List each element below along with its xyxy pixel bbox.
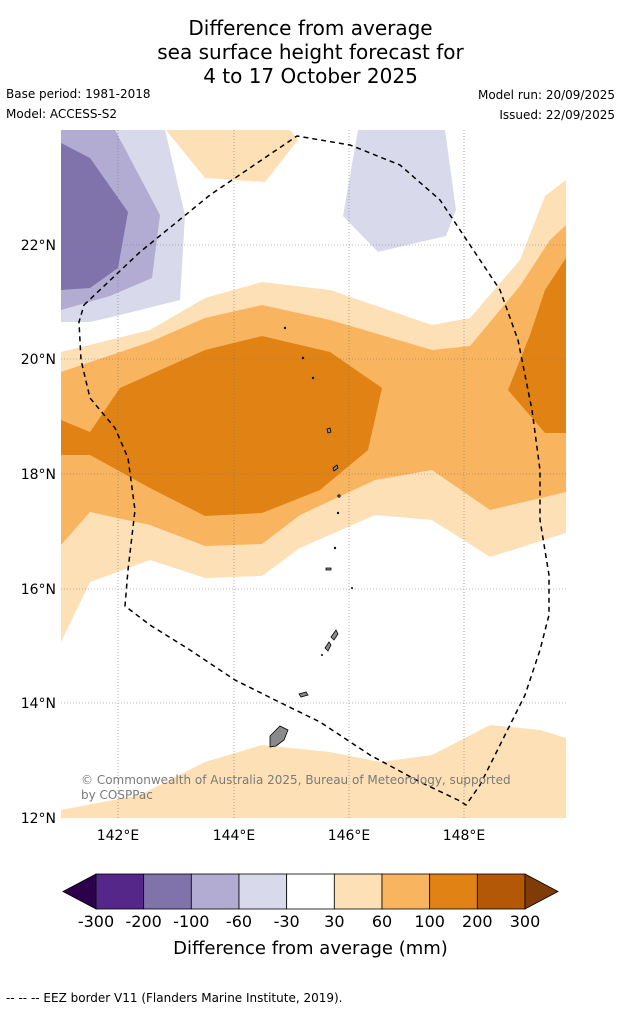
- lon-label-146e: 146°E: [328, 828, 371, 844]
- issued-date: Issued: 22/09/2025: [499, 108, 615, 122]
- island-saipan: [330, 629, 339, 641]
- copyright-line-1: © Commonwealth of Australia 2025, Bureau…: [81, 773, 511, 787]
- island-rota: [298, 691, 309, 698]
- colorbar-tick-label: -60: [226, 912, 252, 931]
- island-guam: [269, 725, 289, 748]
- model-run: Model run: 20/09/2025: [477, 88, 615, 102]
- island-farallon: [283, 326, 287, 330]
- island-sarigan: [333, 546, 337, 550]
- colorbar-segment: [476, 873, 526, 910]
- eez-border: [78, 135, 550, 807]
- colorbar-segment: [333, 873, 383, 910]
- contour-pos100-band: [61, 336, 382, 516]
- colorbar-segment: [190, 873, 240, 910]
- colorbar-tick-label: 300: [510, 912, 541, 931]
- title-line-2: sea surface height forecast for: [157, 40, 464, 64]
- island-guguan: [336, 511, 340, 515]
- island-tinian: [324, 641, 332, 652]
- colorbar-extend-high: [524, 873, 559, 910]
- copyright-notice: © Commonwealth of Australia 2025, Bureau…: [81, 773, 511, 802]
- lat-label-16n: 16°N: [21, 582, 56, 598]
- lat-label-18n: 18°N: [21, 467, 56, 483]
- colorbar-segment: [286, 873, 335, 910]
- lon-label-142e: 142°E: [97, 828, 140, 844]
- island-agrihan: [326, 427, 332, 434]
- colorbar-tick-label: 100: [414, 912, 445, 931]
- contour-pos100-east: [508, 258, 566, 433]
- model-name: Model: ACCESS-S2: [6, 107, 118, 121]
- colorbar-segment: [143, 873, 192, 910]
- island-aguijan: [320, 654, 323, 657]
- lon-label-144e: 144°E: [213, 828, 256, 844]
- contour-neg100: [61, 143, 128, 290]
- colorbar-tick-label: 200: [462, 912, 493, 931]
- colorbar-tick-label: 30: [324, 912, 344, 931]
- island-maug: [301, 356, 305, 360]
- contour-pos30-top: [166, 130, 298, 182]
- lat-label-12n: 12°N: [21, 811, 56, 827]
- colorbar-tick-label: -300: [78, 912, 114, 931]
- contour-neg30-east: [343, 130, 456, 252]
- islands: [269, 326, 353, 748]
- colorbar-tick-label: 60: [372, 912, 392, 931]
- island-pagan: [332, 464, 339, 472]
- colorbar-segment: [95, 873, 145, 910]
- colorbar-tick-label: -30: [274, 912, 300, 931]
- lat-label-14n: 14°N: [21, 696, 56, 712]
- colorbar-segment: [381, 873, 431, 910]
- contour-pos30-bottom: [61, 725, 566, 818]
- copyright-line-2: by COSPPac: [81, 788, 153, 802]
- colorbar-extend-low: [62, 873, 97, 910]
- lat-label-22n: 22°N: [21, 238, 56, 254]
- colorbar: -300 -200 -100 -60 -30 30 60 100 200 300: [62, 873, 559, 931]
- colorbar-segment: [238, 873, 288, 910]
- title-line-3: 4 to 17 October 2025: [203, 64, 418, 88]
- gridlines: [61, 130, 566, 818]
- base-period: Base period: 1981-2018: [6, 87, 151, 101]
- chart-title: Difference from average sea surface heig…: [0, 16, 621, 88]
- colorbar-segment: [429, 873, 478, 910]
- island-asuncion: [311, 376, 315, 380]
- colorbar-title: Difference from average (mm): [173, 938, 448, 959]
- island-farallon-de-medinilla: [350, 587, 353, 590]
- lat-label-20n: 20°N: [21, 352, 56, 368]
- colorbar-tick-label: -100: [173, 912, 209, 931]
- title-line-1: Difference from average: [188, 16, 433, 40]
- lon-label-148e: 148°E: [443, 828, 486, 844]
- eez-legend-note: -- -- -- EEZ border V11 (Flanders Marine…: [6, 991, 343, 1005]
- island-anatahan: [325, 567, 332, 571]
- island-alamagan: [337, 494, 341, 498]
- colorbar-tick-label: -200: [126, 912, 162, 931]
